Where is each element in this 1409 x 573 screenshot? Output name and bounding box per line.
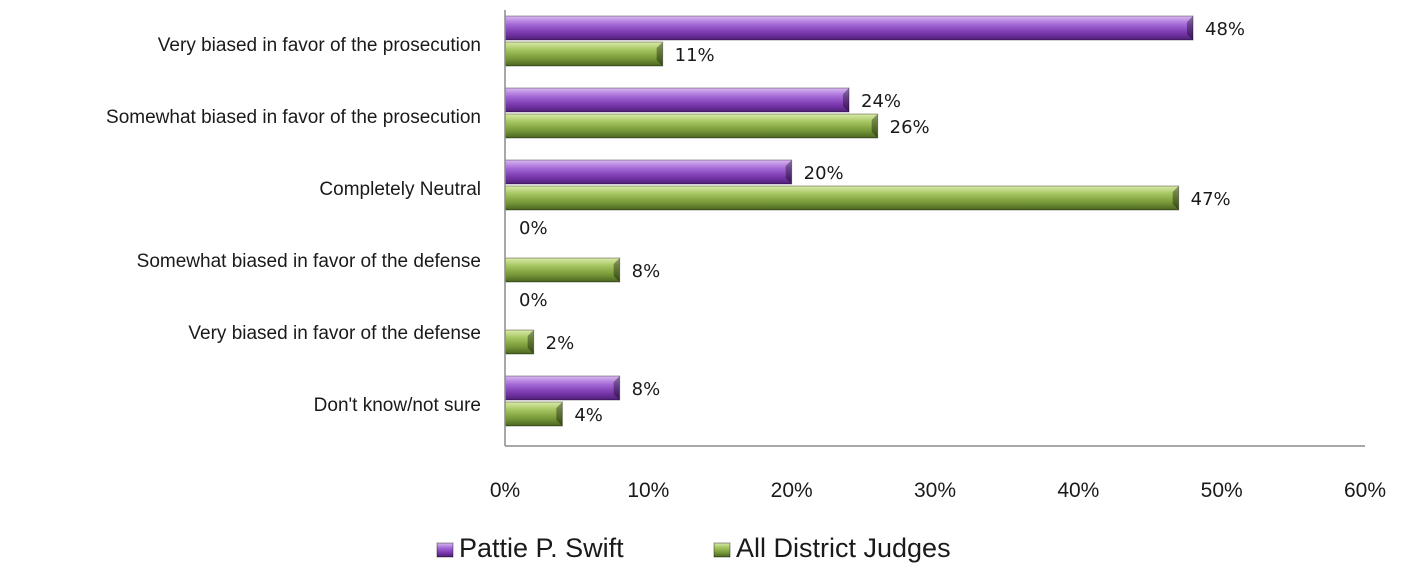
x-tick-label: 50% [1201, 479, 1243, 502]
x-tick-label: 30% [914, 479, 956, 502]
data-label-pattie-p-swift-somewhat-biased-in-favor-of-the-prosecution: 24% [861, 91, 901, 112]
data-label-pattie-p-swift-very-biased-in-favor-of-the-defense: 0% [519, 290, 548, 311]
x-tick-label: 0% [490, 479, 520, 502]
x-tick-label: 10% [627, 479, 669, 502]
data-label-all-district-judges-very-biased-in-favor-of-the-prosecution: 11% [675, 45, 715, 66]
bar-pattie-p-swift-very-biased-in-favor-of-the-prosecution [504, 15, 1194, 41]
data-label-pattie-p-swift-completely-neutral: 20% [804, 163, 844, 184]
axes [504, 10, 1365, 447]
category-label-don-t-know-not-sure: Don't know/not sure [314, 395, 481, 416]
legend-item-pattie-p-swift: Pattie P. Swift [436, 533, 624, 563]
legend-swatch [713, 542, 731, 558]
bar-pattie-p-swift-somewhat-biased-in-favor-of-the-prosecution [504, 87, 850, 113]
bars [504, 15, 1194, 427]
data-labels: 48% 11% 24% 26% 20% 47% 0% 8% 0% 2% 8% 4% [519, 19, 1245, 426]
category-labels: Very biased in favor of the prosecution S… [106, 35, 481, 416]
bar-all-district-judges-somewhat-biased-in-favor-of-the-defense [504, 257, 621, 283]
bar-all-district-judges-very-biased-in-favor-of-the-prosecution [504, 41, 664, 67]
data-label-all-district-judges-completely-neutral: 47% [1191, 189, 1231, 210]
data-label-all-district-judges-somewhat-biased-in-favor-of-the-prosecution: 26% [890, 117, 930, 138]
legend-label: All District Judges [736, 533, 951, 563]
data-label-all-district-judges-don-t-know-not-sure: 4% [574, 405, 603, 426]
x-tick-label: 60% [1344, 479, 1386, 502]
bar-all-district-judges-don-t-know-not-sure [504, 401, 563, 427]
x-tick-label: 40% [1057, 479, 1099, 502]
bar-all-district-judges-somewhat-biased-in-favor-of-the-prosecution [504, 113, 879, 139]
data-label-all-district-judges-somewhat-biased-in-favor-of-the-defense: 8% [632, 261, 661, 282]
legend: Pattie P. Swift All District Judges [436, 533, 951, 563]
category-label-very-biased-in-favor-of-the-prosecution: Very biased in favor of the prosecution [158, 35, 481, 56]
bar-all-district-judges-completely-neutral [504, 185, 1180, 211]
category-label-somewhat-biased-in-favor-of-the-defense: Somewhat biased in favor of the defense [137, 251, 481, 272]
x-tick-labels: 0% 10% 20% 30% 40% 50% 60% [490, 479, 1386, 502]
x-tick-label: 20% [771, 479, 813, 502]
data-label-pattie-p-swift-very-biased-in-favor-of-the-prosecution: 48% [1205, 19, 1245, 40]
legend-label: Pattie P. Swift [459, 533, 624, 563]
category-label-very-biased-in-favor-of-the-defense: Very biased in favor of the defense [188, 323, 481, 344]
legend-item-all-district-judges: All District Judges [713, 533, 951, 563]
category-label-completely-neutral: Completely Neutral [319, 179, 481, 200]
bar-pattie-p-swift-don-t-know-not-sure [504, 375, 621, 401]
data-label-pattie-p-swift-somewhat-biased-in-favor-of-the-defense: 0% [519, 218, 548, 239]
category-label-somewhat-biased-in-favor-of-the-prosecution: Somewhat biased in favor of the prosecut… [106, 107, 481, 128]
data-label-pattie-p-swift-don-t-know-not-sure: 8% [632, 379, 661, 400]
bar-all-district-judges-very-biased-in-favor-of-the-defense [504, 329, 535, 355]
bar-pattie-p-swift-completely-neutral [504, 159, 793, 185]
data-label-all-district-judges-very-biased-in-favor-of-the-defense: 2% [546, 333, 575, 354]
legend-swatch [436, 542, 454, 558]
